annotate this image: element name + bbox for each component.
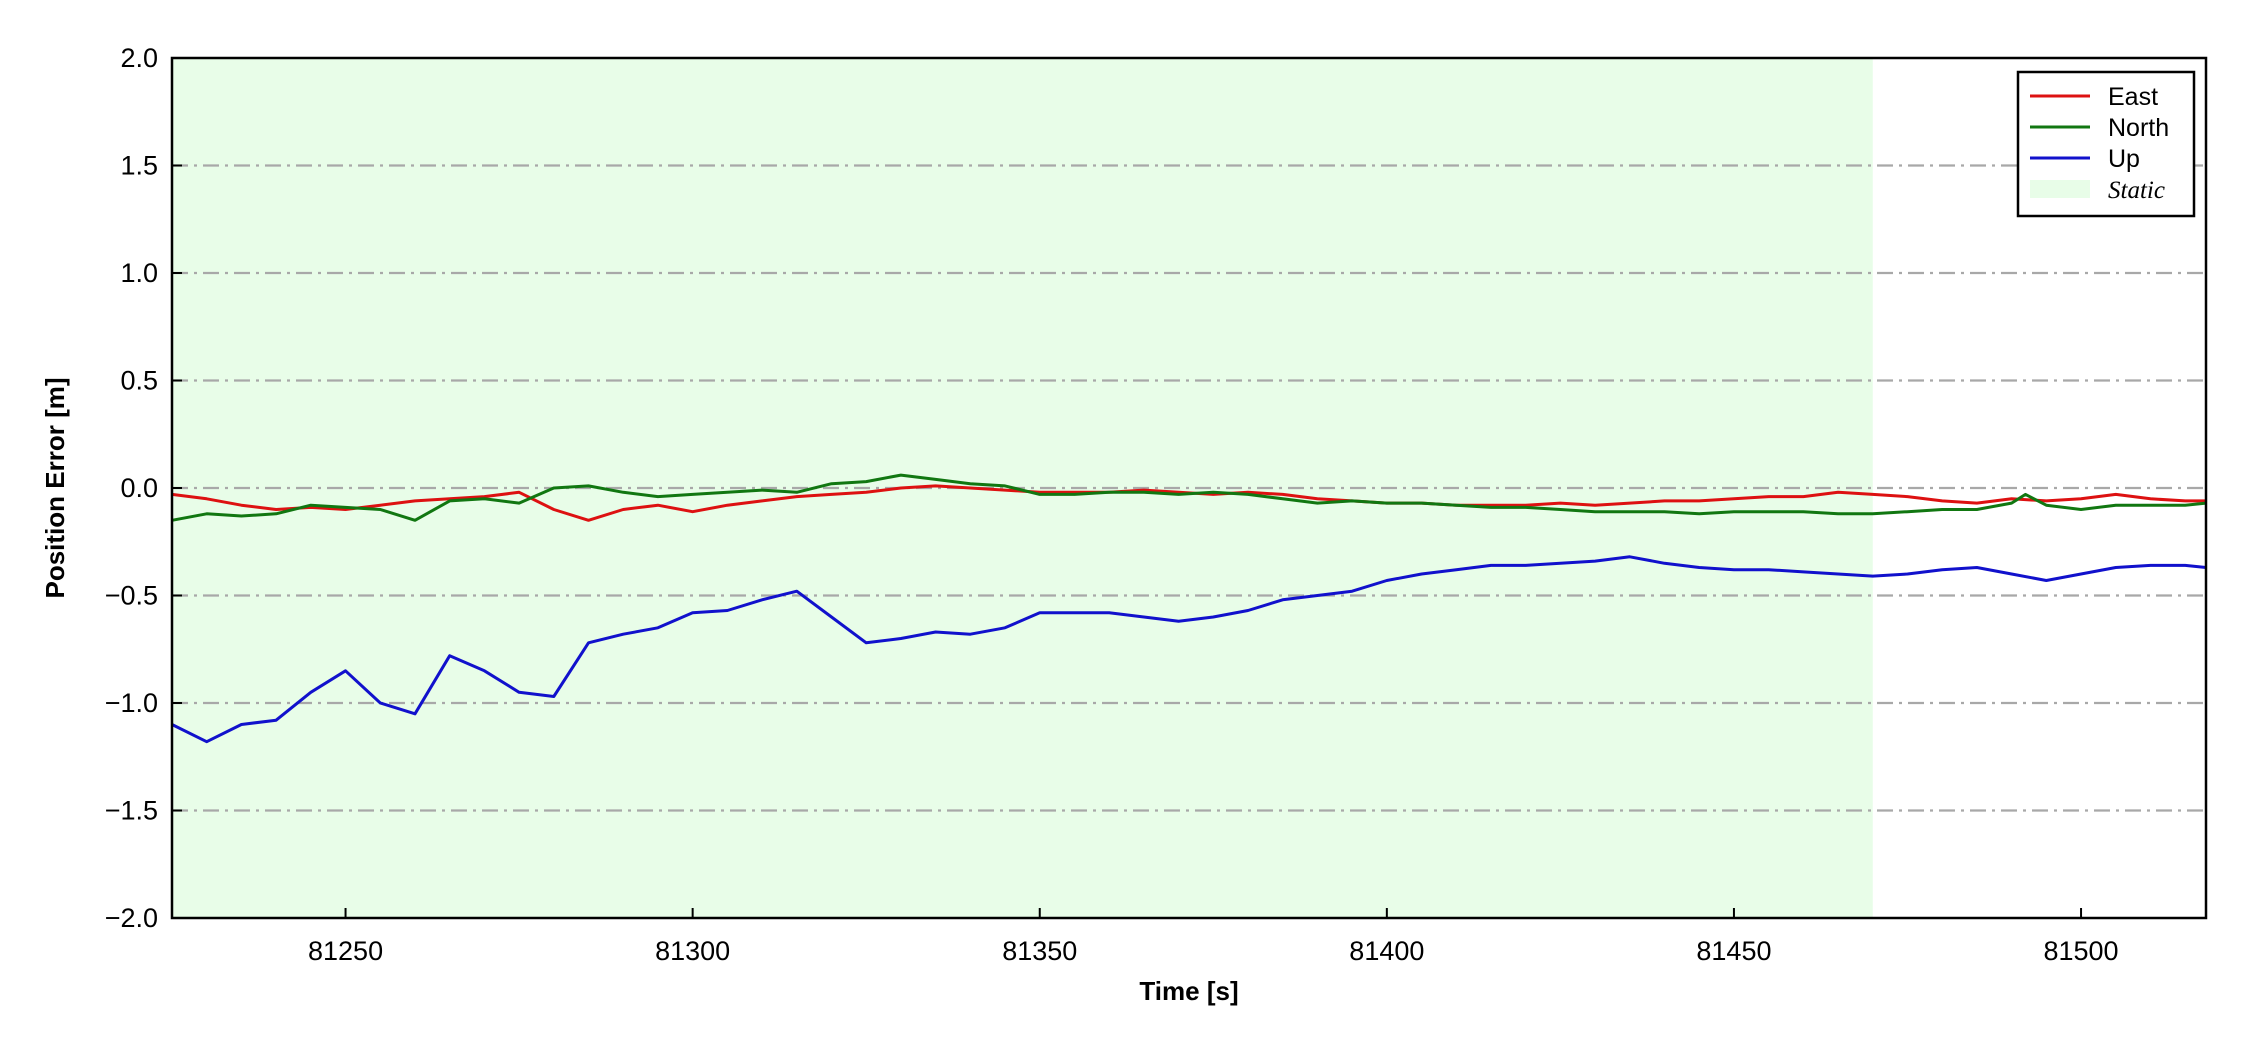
series-layer: [171, 473, 2207, 744]
y-tick-label: −1.5: [105, 796, 158, 826]
legend-label-north: North: [2108, 114, 2169, 142]
y-tick-label: −2.0: [105, 903, 158, 933]
legend-label-static: Static: [2108, 177, 2165, 204]
x-tick-label: 81450: [1696, 936, 1771, 966]
y-tick-label: 1.5: [120, 151, 158, 181]
legend-label-east: East: [2108, 83, 2158, 111]
y-tick-label: −0.5: [105, 581, 158, 611]
x-axis-title: Time [s]: [1139, 976, 1238, 1006]
legend: East North Up Static: [2016, 70, 2196, 218]
x-tick-label: 81350: [1002, 936, 1077, 966]
legend-swatch-static: [2030, 180, 2090, 198]
y-tick-label: −1.0: [105, 688, 158, 718]
x-tick-label: 81500: [2043, 936, 2118, 966]
y-tick-label: 0.0: [120, 473, 158, 503]
series-line-north: [171, 473, 2207, 522]
legend-label-up: Up: [2108, 145, 2140, 173]
x-tick-label: 81400: [1349, 936, 1424, 966]
grid-layer: [172, 164, 2206, 812]
x-tick-label: 81300: [655, 936, 730, 966]
y-tick-label: 2.0: [120, 43, 158, 73]
y-tick-label: 0.5: [120, 366, 158, 396]
x-ticks: 81250 81300 81350 81400 81450 81500: [308, 908, 2119, 966]
y-axis-title: Position Error [m]: [40, 377, 70, 598]
y-ticks: −2.0 −1.5 −1.0 −0.5 0.0 0.5 1.0 1.5 2.0: [105, 43, 182, 933]
x-tick-label: 81250: [308, 936, 383, 966]
series-line-up: [171, 555, 2207, 744]
y-tick-label: 1.0: [120, 258, 158, 288]
